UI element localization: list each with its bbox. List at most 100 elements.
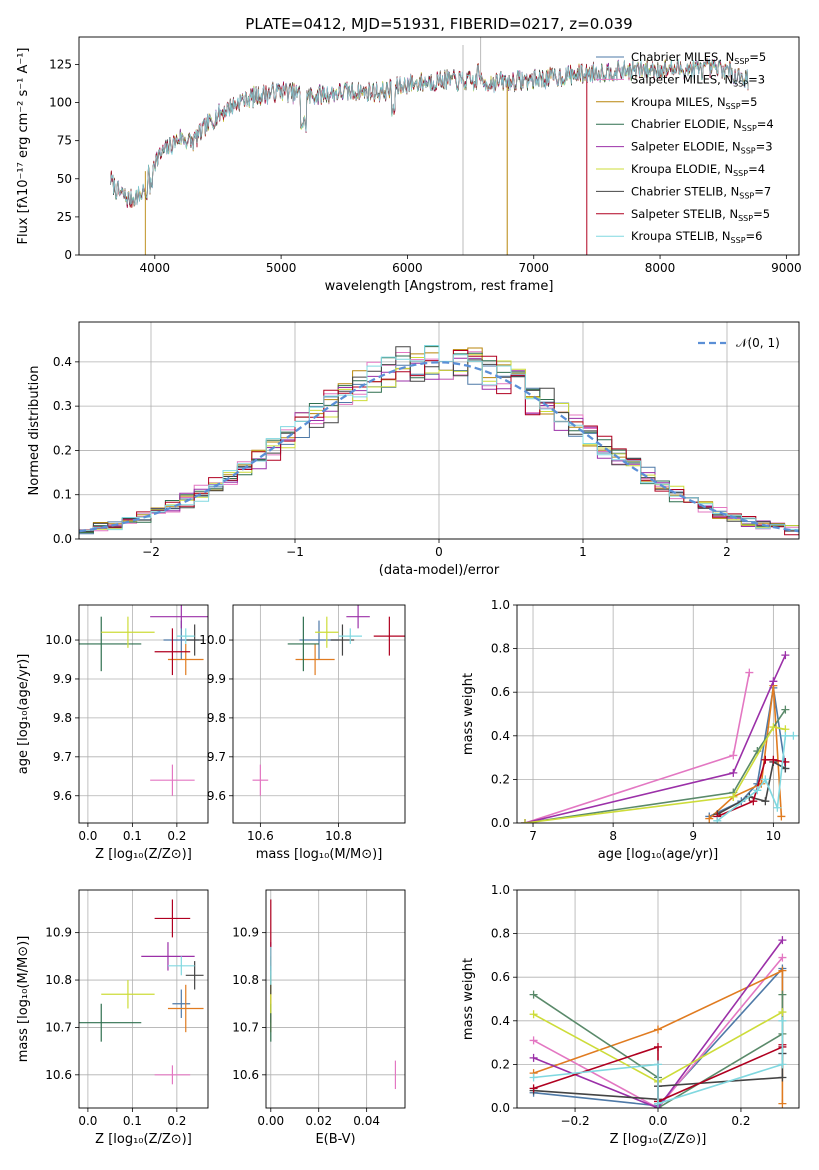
weight-marker (654, 1099, 662, 1108)
plot-frame (265, 889, 406, 1109)
errorbar-point (373, 616, 405, 656)
weight-series-line (524, 672, 751, 823)
y-tick-label: 9.7 (207, 750, 226, 764)
errorbar-point (150, 764, 195, 796)
legend-label: 𝒩(0, 1) (736, 336, 780, 350)
weight-marker (705, 814, 714, 823)
errorbar-points (79, 605, 208, 796)
y-tick-label: 0.0 (491, 1101, 510, 1115)
legend-label: Chabrier ELODIE, NSSP=4 (631, 117, 774, 133)
errorbar-point (172, 989, 191, 1018)
y-axis-label: mass weight (461, 958, 476, 1040)
y-tick-label: 100 (49, 96, 72, 110)
x-tick-label: 10.8 (325, 829, 352, 843)
y-tick-label: 9.8 (207, 711, 226, 725)
histogram-lines (79, 345, 799, 537)
x-tick-label: 9000 (771, 261, 802, 275)
legend-label: Salpeter ELODIE, NSSP=3 (631, 140, 773, 156)
weight-marker (729, 768, 738, 777)
residual-histogram-panel: −2 −1 0 1 2 0.0 0.1 0.2 0.3 0.4 (data-model)/error… (27, 321, 800, 578)
errorbar-points (270, 899, 397, 1090)
y-tick-label: 0.1 (53, 488, 72, 502)
weight-marker (529, 1084, 538, 1093)
x-tick-label: 0.04 (353, 1114, 380, 1128)
errorbar-point (154, 1065, 191, 1085)
weight-marker (529, 1053, 538, 1062)
weight-marker (521, 819, 530, 823)
y-tick-label: 0.4 (491, 729, 510, 743)
weight-marker (778, 1073, 787, 1082)
x-axis-label: age [log₁₀(age/yr)] (598, 847, 719, 862)
x-tick-label: 7000 (518, 261, 549, 275)
weight-series-group (529, 1016, 787, 1108)
plot-frame (78, 889, 209, 1109)
mass-vs-ebv-panel: 0.00 0.02 0.04 10.6 10.7 10.8 10.9 E(B-V) (232, 889, 406, 1147)
weight-marker (781, 731, 790, 740)
y-tick-label: 10.9 (232, 926, 259, 940)
figure-title: PLATE=0412, MJD=51931, FIBERID=0217, z=0… (245, 15, 632, 33)
x-tick-label: 8 (609, 829, 617, 843)
x-tick-label: 0.0 (648, 1114, 667, 1128)
y-tick-label: 10.7 (45, 1020, 72, 1034)
x-tick-label: 10.6 (247, 829, 274, 843)
age-vs-metallicity-panel: 0.0 0.1 0.2 9.6 9.7 9.8 9.9 10.0 Z [log₁₀(Z/Z⊙)]… (16, 604, 209, 862)
y-tick-label: 9.6 (53, 789, 72, 803)
weight-marker (778, 1099, 787, 1108)
x-tick-label: −2 (142, 545, 160, 559)
errorbar-point (167, 956, 195, 976)
weight-marker (778, 1008, 787, 1017)
x-tick-label: 0 (435, 545, 443, 559)
y-tick-label: 50 (57, 172, 72, 186)
y-tick-label: 25 (57, 210, 72, 224)
weight-marker (713, 816, 722, 823)
x-axis-label: Z [log₁₀(Z/Z⊙)] (610, 1132, 707, 1147)
weight-marker (729, 792, 738, 801)
y-tick-label: 0.2 (491, 772, 510, 786)
x-tick-label: 0.1 (123, 829, 142, 843)
weight-series-group (521, 705, 790, 823)
weight-marker (777, 812, 786, 821)
weight-series (529, 936, 787, 1108)
x-axis-label: Z [log₁₀(Z/Z⊙)] (95, 847, 192, 862)
errorbar-point (150, 605, 208, 629)
y-tick-label: 9.9 (207, 672, 226, 686)
y-tick-label: 0.4 (53, 355, 72, 369)
y-tick-label: 0.2 (491, 1057, 510, 1071)
errorbar-point (287, 616, 319, 672)
y-axis-label: Flux [fλ10⁻¹⁷ erg cm⁻² s⁻¹ A⁻¹] (16, 48, 31, 245)
errorbar-point (295, 643, 335, 676)
x-tick-label: 0.0 (78, 1114, 97, 1128)
x-axis-label: wavelength [Angstrom, rest frame] (325, 279, 554, 294)
weight-series-line (524, 654, 787, 823)
weight-marker (654, 1042, 662, 1051)
weight-marker (654, 1025, 662, 1034)
errorbar-point (154, 628, 191, 676)
weight-marker (749, 797, 758, 806)
x-tick-label: −1 (286, 545, 304, 559)
y-tick-label: 1.0 (491, 883, 510, 897)
weight-marker (789, 731, 798, 740)
x-tick-label: 0.2 (731, 1114, 750, 1128)
x-tick-label: 0.2 (167, 829, 186, 843)
weight-series-group (521, 723, 790, 823)
mass-vs-metallicity-panel: 0.0 0.1 0.2 10.6 10.7 10.8 10.9 Z [log₁₀(Z/Z⊙)]… (16, 889, 209, 1147)
x-tick-label: 5000 (266, 261, 297, 275)
errorbar-point (79, 1003, 142, 1042)
y-tick-label: 10.0 (45, 633, 72, 647)
weight-vs-metallicity-panel: −0.2 0.0 0.2 0.0 0.2 0.4 0.6 0.8 1.0 Z [log₁₀(Z/Z… (461, 883, 800, 1147)
weight-marker (761, 797, 770, 806)
y-tick-label: 10.6 (45, 1068, 72, 1082)
errorbar-point (252, 764, 269, 796)
x-axis-label: mass [log₁₀(M/M⊙)] (256, 847, 383, 862)
y-tick-label: 0.3 (53, 399, 72, 413)
weight-series-line (533, 957, 784, 1108)
errorbar-point (167, 643, 204, 676)
weight-marker (778, 936, 787, 945)
weight-marker (778, 953, 787, 962)
x-tick-label: 6000 (392, 261, 423, 275)
x-tick-label: 2 (723, 545, 731, 559)
weight-marker (773, 803, 782, 812)
y-tick-label: 0.8 (491, 642, 510, 656)
y-tick-label: 10.9 (45, 926, 72, 940)
y-tick-label: 10.8 (232, 973, 259, 987)
